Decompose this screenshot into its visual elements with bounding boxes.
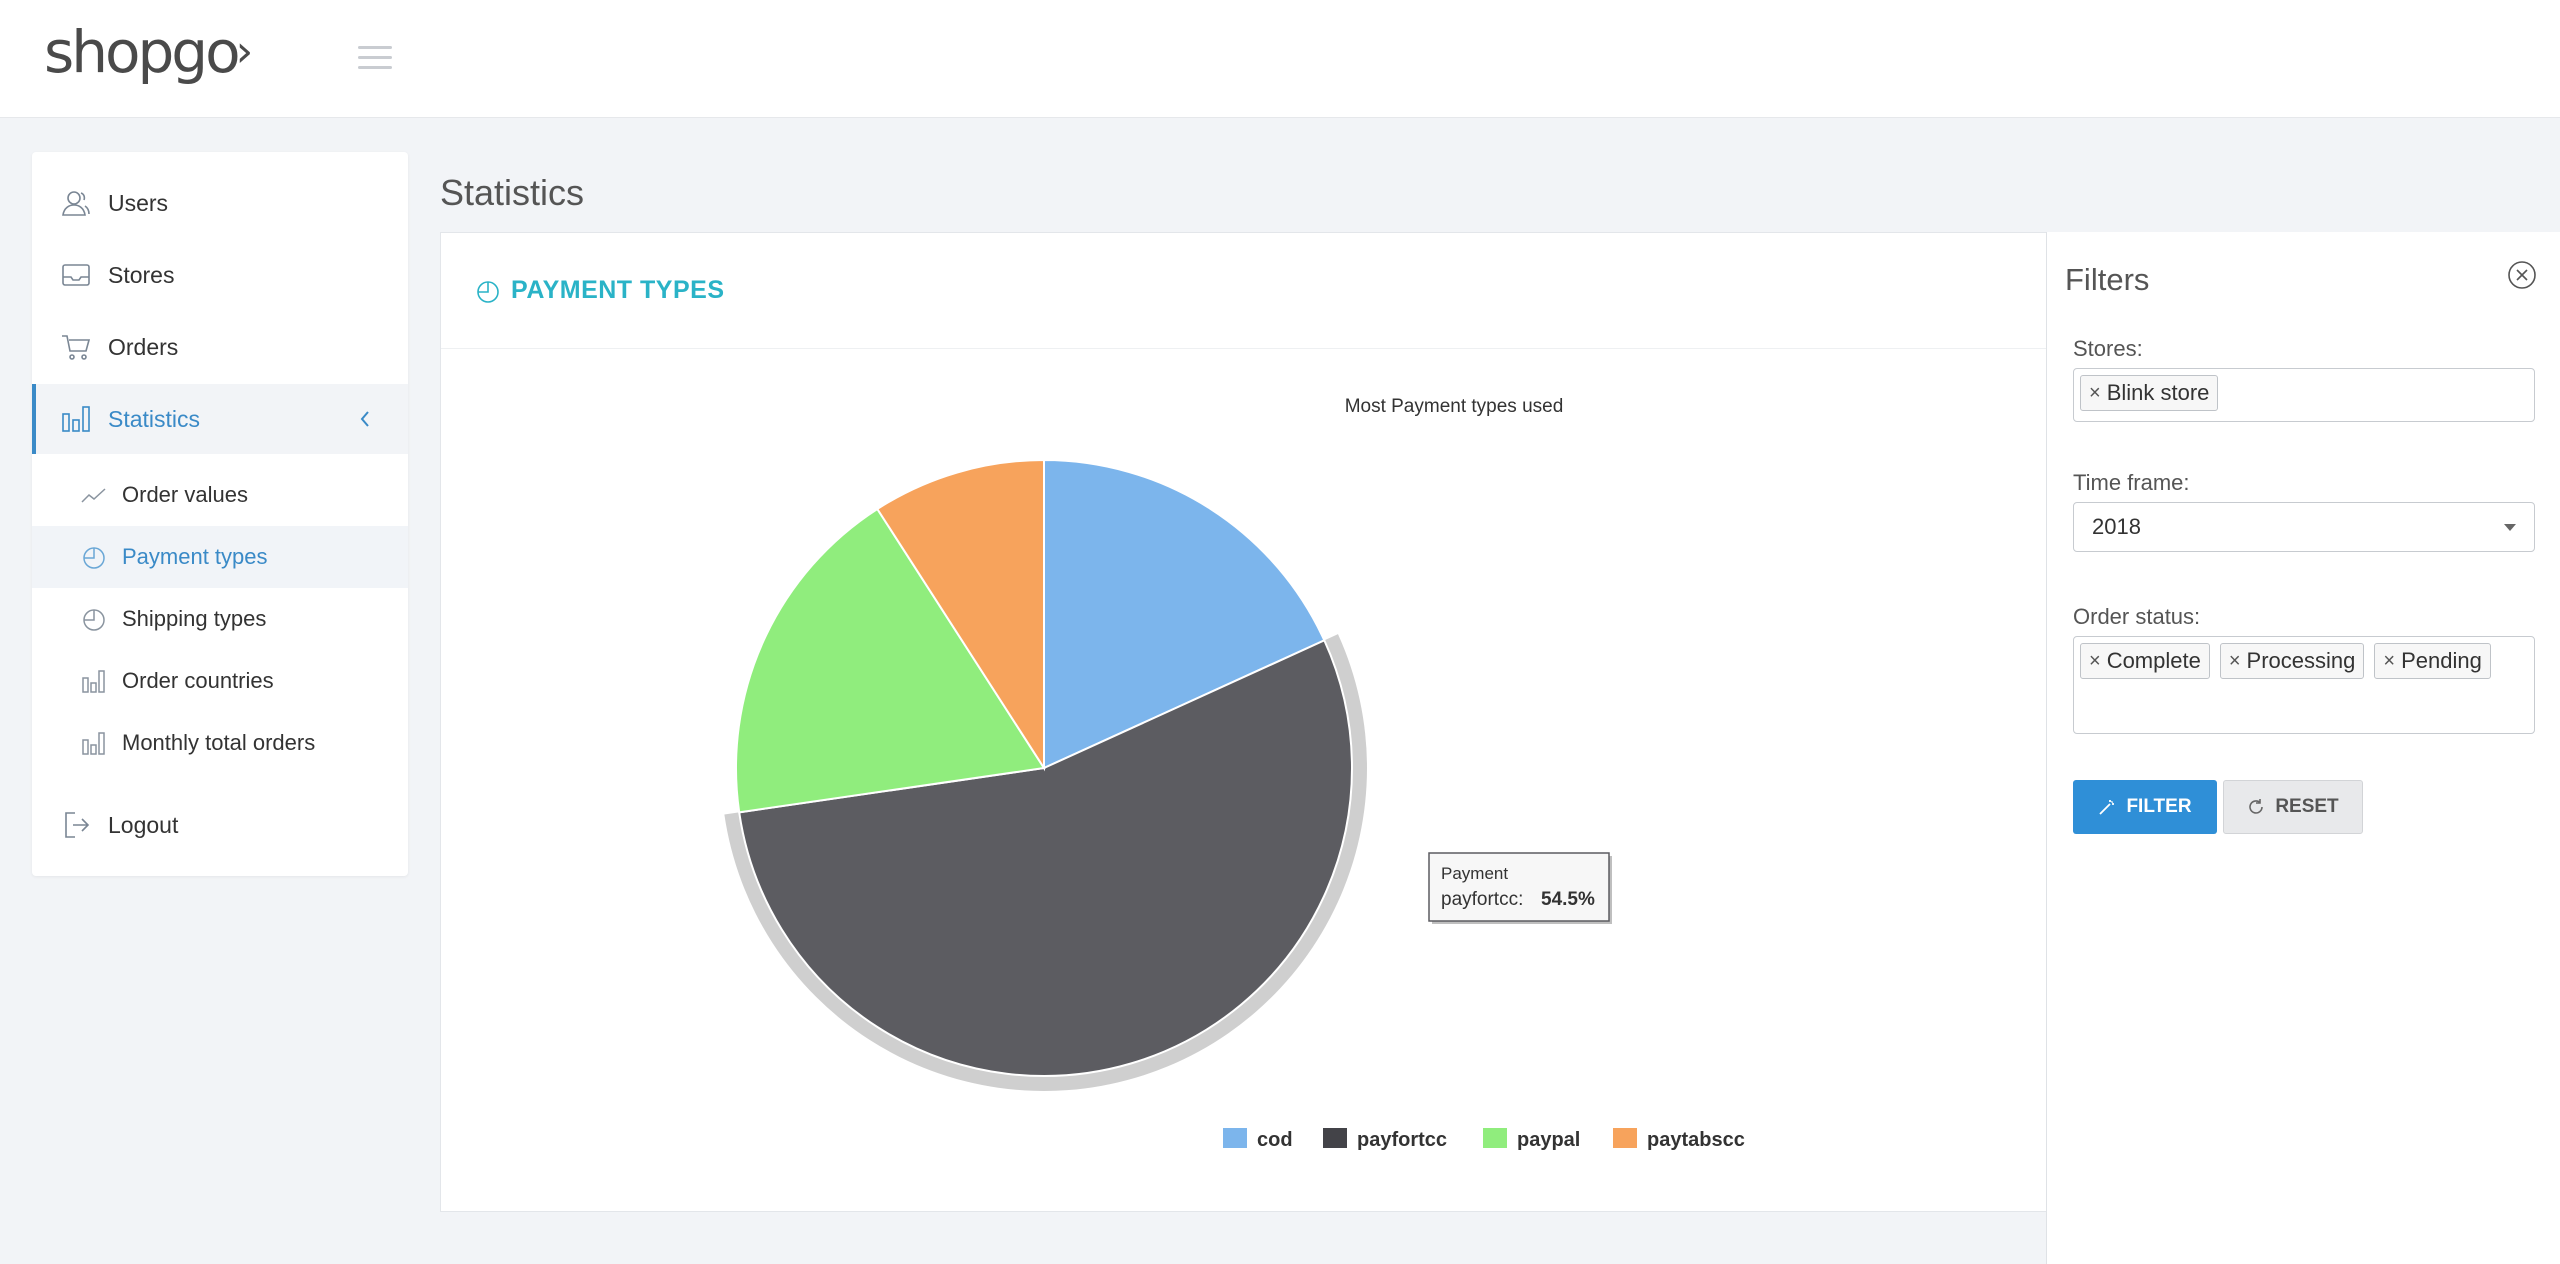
sidebar-item-label: Statistics [108,405,201,432]
sidebar-item-statistics[interactable]: Statistics [32,384,408,454]
remove-tag-icon[interactable]: × [2383,649,2396,672]
sidebar-subitem-label: Monthly total orders [122,730,316,755]
sidebar-subitem-monthly-total-orders[interactable]: Monthly total orders [32,712,408,774]
bar-chart-icon [60,403,92,435]
logo-arrow-icon: › [235,26,254,77]
tooltip-label: payfortcc: [1441,889,1523,910]
sidebar-subitem-shipping-types[interactable]: Shipping types [32,588,408,650]
pie-chart-icon [80,543,108,571]
inbox-icon [60,259,92,291]
caret-down-icon [2504,524,2516,531]
logout-icon [60,809,92,841]
cart-icon [60,331,92,363]
logo[interactable]: shopgo› [44,18,254,86]
sidebar-subitem-order-countries[interactable]: Order countries [32,650,408,712]
legend-swatch-paypal [1483,1128,1507,1148]
close-icon[interactable] [2507,260,2537,290]
status-tag: × Pending [2374,643,2491,679]
hamburger-icon[interactable] [358,46,392,70]
top-bar: shopgo› [0,0,2560,118]
tooltip-series: Payment [1441,864,1508,883]
tooltip-value: 54.5% [1541,889,1595,910]
sidebar-item-label: Logout [108,811,179,838]
legend-label-paytabscc: paytabscc [1647,1129,1745,1151]
sidebar-subitem-payment-types[interactable]: Payment types [32,526,408,588]
tag-label: Blink store [2106,380,2210,405]
chart-card: PAYMENT TYPES Most Payment types used cod… [440,232,2050,1212]
pie-slice-cod [1043,458,1326,770]
tag-label: Pending [2401,648,2482,673]
bar-chart-icon [80,667,108,695]
legend-label-paypal: paypal [1517,1129,1580,1151]
filters-panel: Filters Stores: × Blink store Time frame… [2046,232,2560,1264]
remove-tag-icon[interactable]: × [2089,381,2101,404]
pie-slice-paypal [735,507,1046,814]
sidebar-item-logout[interactable]: Logout [32,790,408,860]
bar-chart-icon [80,729,108,757]
pie-chart: Most Payment types used cod payfortcc paypa… [724,396,1745,1151]
status-tag: × Complete [2080,643,2210,679]
pie-chart-icon [80,605,108,633]
legend-swatch-cod [1223,1128,1247,1148]
page-title: Statistics [440,172,585,213]
tooltip-box [1428,852,1610,922]
tag-label: Complete [2106,648,2201,673]
line-chart-icon [80,481,108,509]
stores-label: Stores: [2073,336,2143,361]
sidebar-item-label: Stores [108,261,175,288]
order-status-select[interactable]: × Complete × Processing × Pending [2073,636,2535,734]
timeframe-label: Time frame: [2073,470,2190,495]
tag-label: Processing [2246,648,2356,673]
legend-label-payfortcc: payfortcc [1357,1129,1447,1151]
pie-chart-icon [475,278,501,304]
remove-tag-icon[interactable]: × [2228,649,2241,672]
sidebar-subitem-label: Payment types [122,544,268,569]
filters-title: Filters [2065,262,2150,297]
sidebar-item-users[interactable]: Users [32,168,408,238]
reset-button-label: RESET [2275,796,2339,817]
chevron-left-icon [358,408,372,435]
sidebar-item-label: Users [108,189,169,216]
sidebar-subitem-label: Order values [122,482,248,507]
timeframe-select[interactable]: 2018 [2073,502,2535,552]
timeframe-value: 2018 [2092,514,2141,539]
chart-title: Most Payment types used [1345,396,1564,417]
sidebar: Users Stores Orders Statistics Order val… [32,152,408,876]
sidebar-subitem-label: Shipping types [122,606,267,631]
card-title: PAYMENT TYPES [511,276,725,304]
status-tag: × Processing [2219,643,2365,679]
wand-icon [2098,798,2116,816]
refresh-icon [2247,798,2265,816]
sidebar-item-stores[interactable]: Stores [32,240,408,310]
store-tag: × Blink store [2080,375,2219,411]
filter-button[interactable]: FILTER [2073,780,2217,834]
stores-select[interactable]: × Blink store [2073,368,2535,422]
reset-button[interactable]: RESET [2223,780,2363,834]
legend-swatch-payfortcc [1323,1128,1347,1148]
sidebar-item-label: Orders [108,333,179,360]
pie-slice-payfortcc [738,639,1353,1077]
filter-button-label: FILTER [2126,796,2192,817]
order-status-label: Order status: [2073,604,2201,629]
pie-slice-paytabscc [875,458,1045,772]
users-icon [60,187,92,219]
logo-text: shopgo [44,18,241,86]
legend-swatch-paytabscc [1613,1128,1637,1148]
card-header: PAYMENT TYPES [441,233,2049,349]
legend-label-cod: cod [1257,1129,1293,1151]
sidebar-subitem-label: Order countries [122,668,274,693]
sidebar-subitem-order-values[interactable]: Order values [32,464,408,526]
remove-tag-icon[interactable]: × [2089,649,2101,672]
sidebar-item-orders[interactable]: Orders [32,312,408,382]
